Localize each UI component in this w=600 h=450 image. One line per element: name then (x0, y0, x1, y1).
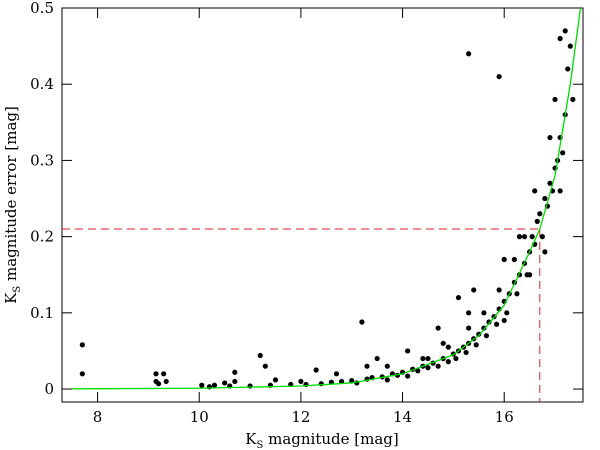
fit-curve (72, 7, 582, 390)
data-point (384, 377, 390, 383)
y-tick-label: 0.1 (30, 304, 54, 322)
x-label-rest: magnitude [mag] (263, 430, 398, 448)
data-point (496, 287, 502, 293)
data-point (552, 96, 558, 103)
data-point (232, 369, 238, 375)
data-point (425, 365, 431, 371)
y-axis-label: KS magnitude error [mag] (2, 106, 23, 304)
data-point (163, 378, 169, 385)
plot-frame (61, 7, 584, 403)
data-point (527, 272, 533, 278)
data-point (374, 355, 380, 362)
data-point (547, 134, 553, 141)
data-point (435, 363, 441, 369)
data-point (557, 188, 563, 194)
y-label-main: K (2, 292, 20, 304)
data-point (262, 363, 268, 369)
data-point (532, 188, 538, 194)
data-point (338, 378, 345, 385)
x-label-sub: S (256, 440, 263, 450)
data-point (483, 333, 490, 339)
data-point (516, 234, 523, 240)
data-point (272, 377, 279, 383)
data-point (570, 96, 576, 103)
data-point (440, 340, 446, 346)
data-point (466, 325, 472, 331)
data-point (384, 363, 390, 369)
data-point (493, 321, 500, 327)
data-point (466, 51, 472, 57)
data-point (161, 371, 167, 377)
data-point (486, 319, 492, 325)
data-point (405, 348, 411, 354)
data-point (542, 249, 548, 255)
data-point (420, 355, 426, 362)
data-point (560, 150, 566, 156)
data-point (79, 371, 85, 377)
data-point (567, 43, 573, 49)
x-label-main: K (245, 430, 257, 448)
data-point (155, 381, 162, 387)
data-point (211, 382, 218, 388)
data-point (565, 66, 571, 72)
data-point (232, 378, 238, 385)
data-point (496, 73, 502, 80)
x-axis-label: KS magnitude [mag] (245, 430, 398, 450)
data-point (547, 180, 553, 186)
data-point (501, 256, 507, 263)
x-tick-label: 14 (393, 408, 412, 426)
data-point (405, 373, 411, 379)
data-point (298, 378, 304, 385)
x-tick-label: 16 (495, 408, 514, 426)
data-point (445, 344, 451, 350)
data-point (537, 211, 543, 217)
y-tick-label: 0.4 (30, 75, 54, 93)
y-label-sub: S (12, 286, 23, 293)
data-point (534, 218, 540, 224)
data-point (504, 310, 510, 316)
data-point (557, 35, 563, 42)
data-point (562, 28, 568, 34)
y-tick-label: 0.2 (30, 228, 54, 246)
data-point (445, 359, 451, 365)
data-point (349, 378, 355, 384)
x-tick-label: 10 (190, 408, 209, 426)
data-point (521, 234, 528, 240)
data-point (453, 355, 459, 362)
y-tick-label: 0.3 (30, 151, 54, 169)
data-point (222, 380, 228, 386)
data-point (333, 371, 340, 377)
data-point (542, 195, 548, 202)
data-point (539, 234, 545, 240)
data-point (257, 352, 263, 359)
data-point (529, 234, 535, 240)
data-point (455, 294, 462, 301)
data-point (466, 310, 472, 316)
x-tick-label: 8 (93, 408, 103, 426)
data-point (313, 367, 319, 373)
data-point (435, 325, 441, 331)
data-point (79, 342, 85, 348)
data-point (514, 291, 520, 297)
data-point (511, 256, 517, 263)
y-tick-label: 0 (44, 380, 54, 398)
data-point (471, 287, 477, 293)
data-point (481, 325, 487, 331)
data-point (476, 331, 482, 337)
data-point (415, 368, 421, 374)
x-tick-label: 12 (291, 408, 310, 426)
data-point (481, 310, 487, 316)
data-point (359, 319, 365, 325)
data-point (473, 342, 479, 348)
data-point (463, 349, 469, 356)
data-point (364, 363, 370, 369)
data-point (153, 371, 159, 377)
data-point (425, 355, 431, 362)
data-point (501, 317, 507, 324)
y-label-rest: magnitude error [mag] (2, 106, 20, 286)
y-tick-label: 0.5 (30, 0, 54, 17)
data-point (199, 382, 205, 388)
